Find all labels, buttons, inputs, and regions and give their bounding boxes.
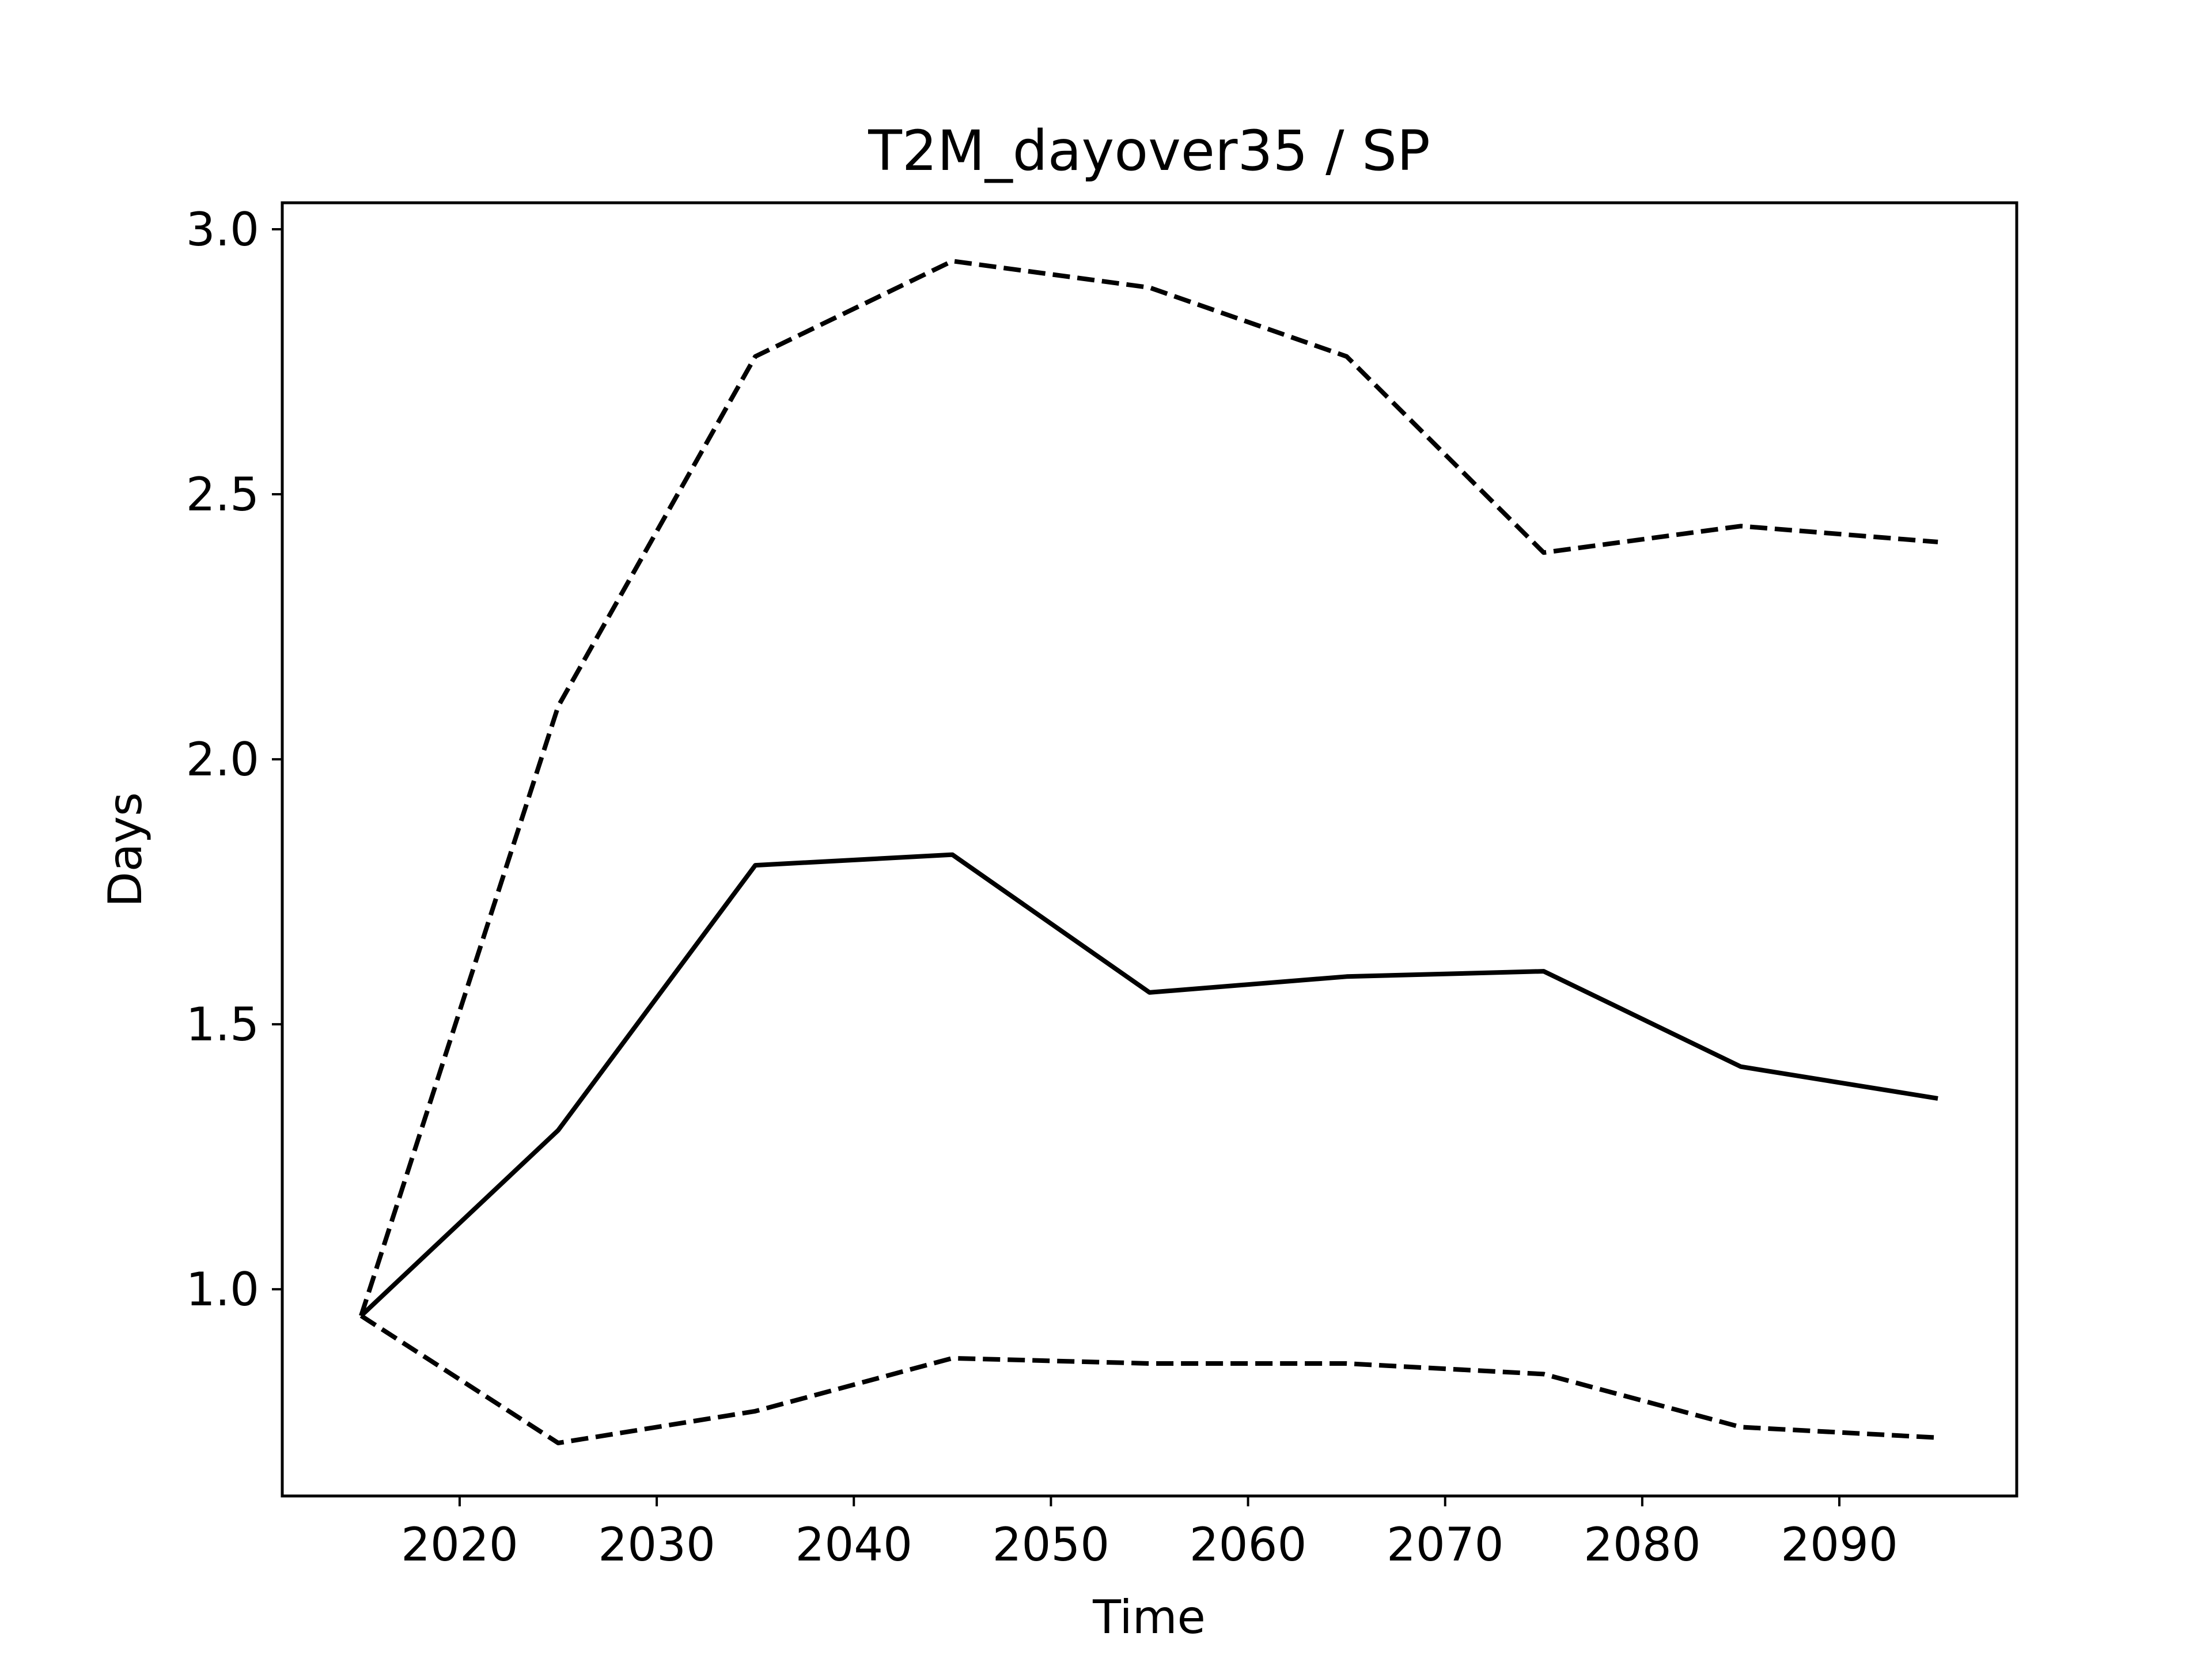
upper-bound-line	[359, 259, 1938, 1317]
y-tick-label: 2.5	[186, 468, 259, 521]
x-tick-label: 2070	[1387, 1518, 1504, 1571]
plot-area	[281, 201, 2018, 1498]
y-tick-label: 1.0	[186, 1263, 259, 1316]
series-layer	[359, 259, 1938, 1445]
y-axis: 1.0 1.5 2.0 2.5 3.0	[186, 203, 282, 1316]
y-tick-label: 1.5	[186, 998, 259, 1051]
x-tick-label: 2080	[1584, 1518, 1701, 1571]
mean-line	[359, 852, 1938, 1318]
y-axis-label: Days	[99, 792, 152, 907]
axes-frame	[281, 201, 2018, 1498]
x-tick-label: 2090	[1781, 1518, 1898, 1571]
x-tick-label: 2050	[993, 1518, 1110, 1571]
chart-title: T2M_dayover35 / SP	[868, 119, 1430, 183]
y-tick-label: 2.0	[186, 733, 259, 786]
x-tick-label: 2060	[1190, 1518, 1307, 1571]
y-tick-label: 3.0	[186, 203, 259, 256]
x-axis-label: Time	[1092, 1590, 1206, 1644]
x-axis: 2020 2030 2040 2050 2060 2070 2080 2090	[401, 1496, 1898, 1571]
x-tick-label: 2030	[598, 1518, 715, 1571]
x-tick-label: 2040	[795, 1518, 912, 1571]
x-tick-label: 2020	[401, 1518, 518, 1571]
lower-bound-line	[359, 1313, 1938, 1445]
